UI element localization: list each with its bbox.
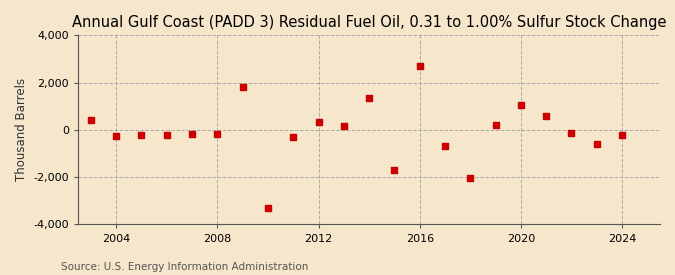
Point [161, 133, 172, 137]
Point [313, 119, 324, 124]
Point [364, 96, 375, 100]
Point [439, 144, 450, 149]
Point [465, 176, 476, 181]
Title: Annual Gulf Coast (PADD 3) Residual Fuel Oil, 0.31 to 1.00% Sulfur Stock Change: Annual Gulf Coast (PADD 3) Residual Fuel… [72, 15, 666, 30]
Point [212, 132, 223, 136]
Point [338, 124, 349, 128]
Point [541, 114, 551, 118]
Point [414, 64, 425, 68]
Point [490, 123, 501, 127]
Point [263, 206, 273, 210]
Point [389, 168, 400, 172]
Point [591, 142, 602, 146]
Point [86, 118, 97, 123]
Point [136, 133, 147, 137]
Point [288, 135, 298, 139]
Point [566, 131, 577, 136]
Point [186, 132, 197, 136]
Point [516, 103, 526, 107]
Point [111, 134, 122, 138]
Point [617, 133, 628, 137]
Text: Source: U.S. Energy Information Administration: Source: U.S. Energy Information Administ… [61, 262, 308, 272]
Y-axis label: Thousand Barrels: Thousand Barrels [15, 78, 28, 182]
Point [237, 85, 248, 90]
